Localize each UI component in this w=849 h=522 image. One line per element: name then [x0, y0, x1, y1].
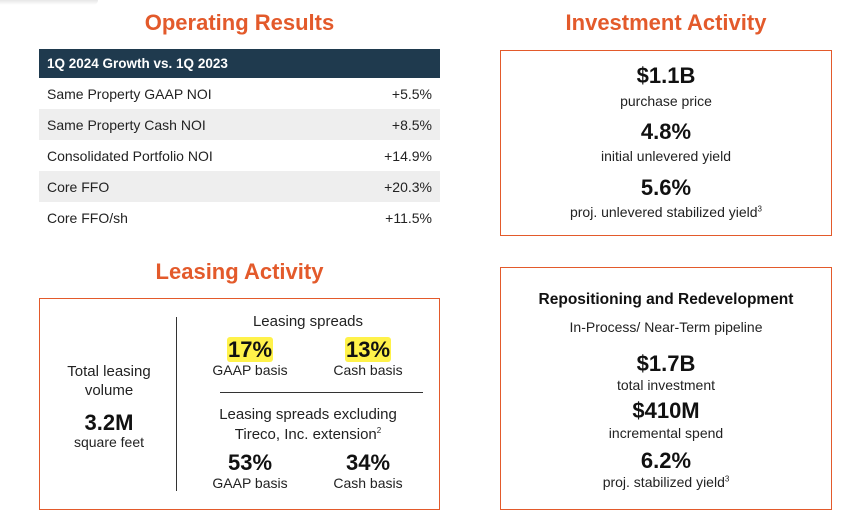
investment-label-1: purchase price: [620, 93, 712, 109]
row-value: +5.5%: [391, 85, 432, 102]
operating-results-table: 1Q 2024 Growth vs. 1Q 2023 Same Property…: [39, 49, 440, 233]
cash-spread-value: 13%: [298, 337, 438, 363]
table-row: Core FFO/sh +11.5%: [39, 202, 440, 233]
total-leasing-label: Total leasing volume: [40, 362, 178, 400]
excl-spreads-title: Leasing spreads excluding Tireco, Inc. e…: [177, 405, 439, 445]
footnote-3: 3: [757, 204, 762, 214]
total-leasing-line-2: volume: [84, 382, 134, 399]
excl-gaap-label: GAAP basis: [212, 475, 288, 491]
investment-label-3: proj. unlevered stabilized yield3: [501, 204, 831, 220]
investment-value-1: $1.1B: [636, 63, 696, 88]
investment-activity-box: $1.1B purchase price 4.8% initial unleve…: [500, 50, 832, 236]
footnote-3: 3: [724, 474, 730, 484]
redevelopment-subtitle: In-Process/ Near-Term pipeline: [569, 319, 763, 335]
row-label: Core FFO: [47, 178, 110, 195]
highlighted-value: 13%: [344, 337, 392, 362]
row-value: +11.5%: [385, 209, 432, 226]
excl-title-line-2: Tireco, Inc. extension2: [177, 425, 439, 445]
excl-cash-value: 34%: [345, 450, 391, 475]
excl-title-line-1: Leasing spreads excluding: [219, 406, 397, 423]
leasing-spreads-title: Leasing spreads: [252, 313, 364, 330]
investment-activity-title: Investment Activity: [565, 10, 767, 35]
redevelopment-label-2: incremental spend: [608, 425, 724, 441]
total-leasing-unit: square feet: [73, 434, 145, 450]
redevelopment-label-3: proj. stabilized yield3: [501, 474, 831, 490]
redevelopment-title: Repositioning and Redevelopment: [538, 291, 794, 308]
excl-title-line-2-text: Tireco, Inc. extension: [234, 426, 377, 443]
operating-results-title: Operating Results: [144, 10, 335, 35]
redevelopment-label-3-text: proj. stabilized yield: [602, 474, 725, 490]
footnote-2: 2: [376, 426, 382, 435]
investment-label-3-text: proj. unlevered stabilized yield: [569, 204, 758, 220]
leasing-activity-title: Leasing Activity: [155, 259, 324, 284]
investment-value-2: 4.8%: [640, 119, 692, 144]
vertical-divider: [176, 317, 177, 491]
row-label: Same Property Cash NOI: [47, 116, 206, 133]
row-label: Core FFO/sh: [47, 209, 128, 226]
leasing-activity-box: Total leasing volume 3.2M square feet Le…: [39, 298, 440, 510]
redevelopment-value-3: 6.2%: [640, 448, 692, 473]
investment-label-2: initial unlevered yield: [601, 148, 731, 164]
row-label: Consolidated Portfolio NOI: [47, 147, 213, 164]
table-row: Core FFO +20.3%: [39, 171, 440, 202]
excl-gaap-value: 53%: [227, 450, 273, 475]
row-label: Same Property GAAP NOI: [47, 85, 212, 102]
table-header: 1Q 2024 Growth vs. 1Q 2023: [39, 49, 440, 78]
row-value: +8.5%: [391, 116, 432, 133]
table-row: Consolidated Portfolio NOI +14.9%: [39, 140, 440, 171]
investment-value-3: 5.6%: [640, 175, 692, 200]
row-value: +14.9%: [384, 147, 432, 164]
horizontal-divider: [220, 392, 423, 393]
total-leasing-value: 3.2M: [84, 410, 134, 435]
total-leasing-line-1: Total leasing: [67, 363, 151, 380]
gaap-spread-value: 17%: [180, 337, 320, 363]
redevelopment-box: Repositioning and Redevelopment In-Proce…: [500, 267, 832, 510]
corner-shadow: [0, 0, 98, 5]
table-row: Same Property Cash NOI +8.5%: [39, 109, 440, 140]
gaap-spread-label: GAAP basis: [212, 362, 288, 378]
highlighted-value: 17%: [226, 337, 274, 362]
excl-cash-label: Cash basis: [333, 475, 403, 491]
redevelopment-value-2: $410M: [632, 398, 700, 423]
cash-spread-label: Cash basis: [333, 362, 403, 378]
redevelopment-label-1: total investment: [616, 377, 716, 393]
redevelopment-value-1: $1.7B: [636, 351, 696, 376]
row-value: +20.3%: [384, 178, 432, 195]
table-row: Same Property GAAP NOI +5.5%: [39, 78, 440, 109]
